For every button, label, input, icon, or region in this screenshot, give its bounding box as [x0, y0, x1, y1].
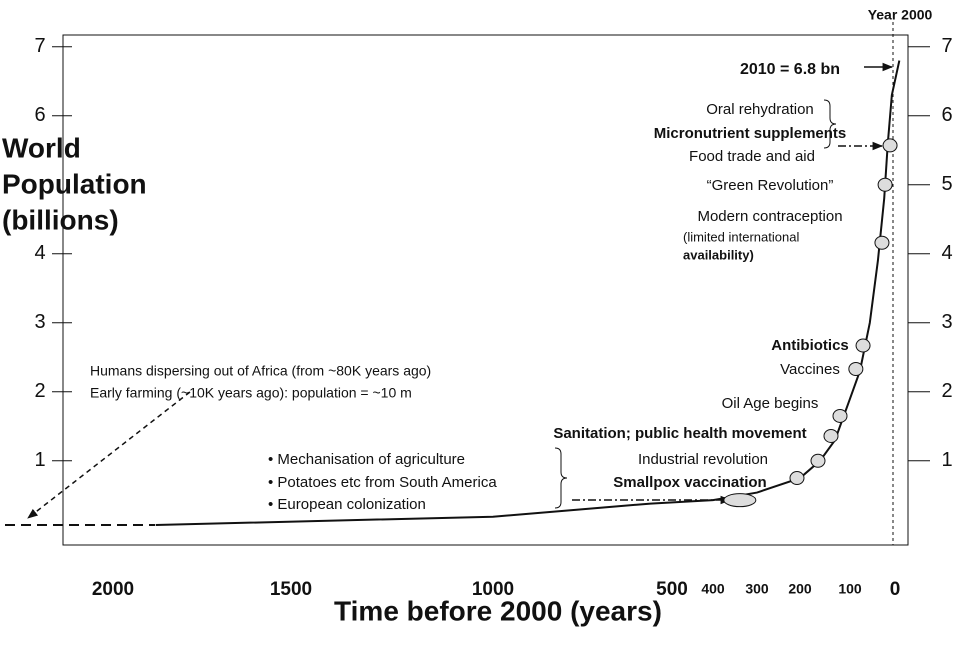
brace [823, 99, 837, 149]
y-tick-label: 3 [34, 311, 45, 333]
x-tick-label: 200 [788, 581, 812, 597]
x-tick-label: 1500 [270, 579, 312, 600]
y2-tick-label: 2 [941, 380, 952, 402]
annotation: Early farming (~10K years ago): populati… [90, 385, 412, 401]
y-tick-label: 7 [34, 35, 45, 57]
y2-tick-label: 7 [941, 35, 952, 57]
y-axis-label: (billions) [2, 204, 119, 235]
y2-tick-label: 6 [941, 104, 952, 126]
annotation: Micronutrient supplements [654, 125, 847, 142]
event-marker [848, 362, 864, 377]
event-marker [855, 338, 871, 353]
annotation: Oral rehydration [706, 101, 814, 118]
annotation: Modern contraception [697, 208, 842, 225]
annotation: “Green Revolution” [707, 177, 834, 194]
event-marker [823, 428, 839, 443]
annotation: Oil Age begins [722, 395, 819, 412]
y2-tick-label: 3 [941, 311, 952, 333]
y-axis-label: Population [2, 168, 147, 199]
annotation: availability) [683, 247, 754, 262]
annotation: • Potatoes etc from South America [268, 474, 497, 491]
x-tick-label: 1000 [472, 579, 514, 600]
event-marker [789, 471, 805, 486]
y-axis-label: World [2, 132, 81, 163]
event-marker [874, 235, 890, 250]
annotation: Year 2000 [868, 7, 933, 23]
y-tick-label: 2 [34, 380, 45, 402]
annotation: Industrial revolution [638, 451, 768, 468]
x-tick-label: 100 [838, 581, 862, 597]
annotation: Sanitation; public health movement [553, 425, 806, 442]
event-marker [882, 138, 898, 153]
brace [554, 447, 568, 509]
y-tick-label: 1 [34, 449, 45, 471]
annotation: Vaccines [780, 361, 840, 378]
annotation: • European colonization [268, 496, 426, 513]
x-tick-label: 300 [745, 581, 769, 597]
event-marker [810, 453, 826, 468]
annotation: 2010 = 6.8 bn [740, 61, 840, 78]
x-tick-label: 2000 [92, 579, 134, 600]
africa-arrow [27, 391, 191, 519]
annotation: Smallpox vaccination [613, 474, 766, 491]
x-tick-label: 400 [701, 581, 725, 597]
x-tick-label: 500 [656, 579, 688, 600]
y2-tick-label: 4 [941, 242, 952, 264]
annotation: (limited international [683, 229, 799, 244]
y-tick-label: 6 [34, 104, 45, 126]
y2-tick-label: 1 [941, 449, 952, 471]
y2-tick-label: 5 [941, 173, 952, 195]
event-marker [832, 408, 848, 423]
annotation: Food trade and aid [689, 148, 815, 165]
y-tick-label: 4 [34, 242, 45, 264]
plot-frame [62, 34, 909, 546]
x-tick-label: 0 [890, 579, 901, 600]
annotation: Humans dispersing out of Africa (from ~8… [90, 363, 431, 379]
event-marker [723, 493, 757, 508]
annotation: • Mechanisation of agriculture [268, 451, 465, 468]
annotation: Antibiotics [771, 337, 849, 354]
event-marker [877, 177, 893, 192]
x-axis-label: Time before 2000 (years) [334, 595, 662, 626]
